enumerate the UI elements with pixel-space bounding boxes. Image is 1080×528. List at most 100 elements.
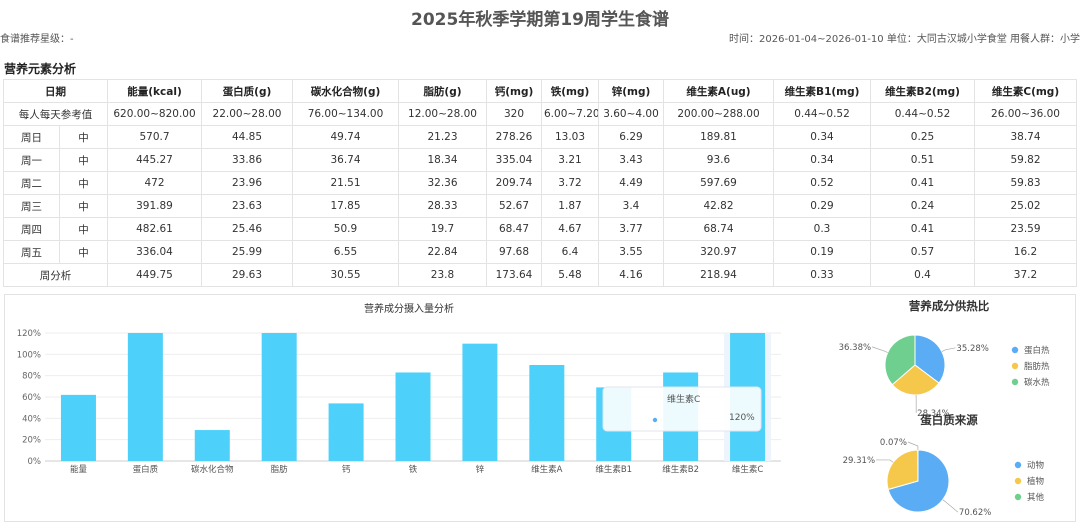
table-cell: 68.74 bbox=[663, 217, 774, 241]
legend-label[interactable]: 脂肪热 bbox=[1024, 361, 1050, 372]
table-cell: 37.2 bbox=[974, 263, 1077, 287]
table-cell: 26.00~36.00 bbox=[974, 102, 1077, 126]
bar-2[interactable] bbox=[194, 430, 230, 461]
x-tick-label: 脂肪 bbox=[271, 464, 289, 475]
tooltip-box bbox=[602, 386, 762, 432]
table-cell: 36.74 bbox=[292, 148, 399, 172]
table-header-cell: 脂肪(g) bbox=[398, 79, 487, 103]
table-cell: 12.00~28.00 bbox=[398, 102, 487, 126]
legend-marker bbox=[1014, 477, 1022, 485]
pie-slice-2[interactable] bbox=[884, 334, 916, 386]
x-tick-label: 锌 bbox=[476, 464, 485, 475]
legend-label[interactable]: 蛋白热 bbox=[1024, 345, 1050, 356]
tooltip-marker bbox=[652, 417, 658, 423]
table-cell: 18.34 bbox=[398, 148, 487, 172]
table-cell: 17.85 bbox=[292, 194, 399, 218]
legend-marker bbox=[1011, 346, 1019, 354]
pie-slice-1[interactable] bbox=[886, 449, 919, 491]
table-cell: 23.96 bbox=[201, 171, 293, 195]
table-cell: 23.8 bbox=[398, 263, 487, 287]
table-header-cell: 蛋白质(g) bbox=[201, 79, 293, 103]
day-cell: 周日 bbox=[3, 125, 60, 149]
table-cell: 21.51 bbox=[292, 171, 399, 195]
bar-6[interactable] bbox=[462, 343, 498, 461]
legend-label[interactable]: 碳水热 bbox=[1024, 377, 1050, 388]
table-cell: 3.60~4.00 bbox=[598, 102, 664, 126]
table-cell: 4.49 bbox=[598, 171, 664, 195]
table-cell: 16.2 bbox=[974, 240, 1077, 264]
table-cell: 3.43 bbox=[598, 148, 664, 172]
pie-slice-0[interactable] bbox=[914, 334, 946, 384]
table-cell: 49.74 bbox=[292, 125, 399, 149]
pie-value-label: 0.07% bbox=[880, 438, 907, 448]
day-cell: 周五 bbox=[3, 240, 60, 264]
table-cell: 25.46 bbox=[201, 217, 293, 241]
y-tick-label: 20% bbox=[22, 436, 41, 446]
pie-leader-line bbox=[942, 499, 959, 513]
bar-3[interactable] bbox=[261, 333, 297, 461]
table-cell: 32.36 bbox=[398, 171, 487, 195]
bar-7[interactable] bbox=[529, 365, 565, 461]
table-cell: 3.55 bbox=[598, 240, 664, 264]
bar-1[interactable] bbox=[127, 333, 163, 461]
protein-source-title: 蛋白质来源 bbox=[920, 413, 978, 427]
meal-cell: 中 bbox=[59, 240, 108, 264]
table-cell: 6.29 bbox=[598, 125, 664, 149]
table-cell: 50.9 bbox=[292, 217, 399, 241]
table-cell: 25.99 bbox=[201, 240, 293, 264]
bar-0[interactable] bbox=[60, 394, 96, 461]
pie-leader-line bbox=[876, 459, 894, 463]
day-cell: 周三 bbox=[3, 194, 60, 218]
chart-panel: 营养成分摄入量分析 0% 20% 40% 60% 80% 100% 120% 能量 蛋白质 碳水… bbox=[4, 294, 1076, 522]
y-tick-label: 120% bbox=[17, 329, 41, 339]
legend-label[interactable]: 其他 bbox=[1027, 492, 1045, 503]
x-tick-label: 能量 bbox=[70, 464, 88, 475]
table-cell: 4.16 bbox=[598, 263, 664, 287]
y-tick-label: 0% bbox=[28, 457, 42, 467]
table-cell: 6.55 bbox=[292, 240, 399, 264]
table-cell: 38.74 bbox=[974, 125, 1077, 149]
pie-leader-line bbox=[941, 347, 956, 352]
day-cell: 周四 bbox=[3, 217, 60, 241]
pie-value-label: 70.62% bbox=[959, 508, 991, 518]
table-cell: 23.59 bbox=[974, 217, 1077, 241]
table-cell: 44.85 bbox=[201, 125, 293, 149]
table-cell: 21.23 bbox=[398, 125, 487, 149]
legend-label[interactable]: 植物 bbox=[1027, 476, 1045, 487]
table-header-cell: 钙(mg) bbox=[486, 79, 542, 103]
pie-value-label: 28.34% bbox=[917, 409, 949, 419]
table-header-cell: 维生素C(mg) bbox=[974, 79, 1077, 103]
bar-4[interactable] bbox=[328, 403, 364, 461]
table-cell: 0.41 bbox=[870, 217, 975, 241]
table-cell: 472 bbox=[107, 171, 202, 195]
legend-marker bbox=[1014, 461, 1022, 469]
table-cell: 28.33 bbox=[398, 194, 487, 218]
legend-label[interactable]: 动物 bbox=[1027, 460, 1045, 471]
bar-5[interactable] bbox=[395, 372, 431, 461]
table-header-cell: 能量(kcal) bbox=[107, 79, 202, 103]
table-cell: 3.77 bbox=[598, 217, 664, 241]
table-cell: 22.00~28.00 bbox=[201, 102, 293, 126]
meal-cell: 中 bbox=[59, 217, 108, 241]
recipe-rating: 食谱推荐星级：- bbox=[0, 34, 74, 45]
legend-marker bbox=[1011, 378, 1019, 386]
y-tick-label: 40% bbox=[22, 414, 41, 424]
charts-canvas: 营养成分摄入量分析 0% 20% 40% 60% 80% 100% 120% 能量 蛋白质 碳水… bbox=[17, 299, 1050, 518]
table-header-cell: 铁(mg) bbox=[541, 79, 599, 103]
protein-source-pie: 70.62% 29.31% 0.07% bbox=[843, 438, 992, 518]
table-cell: 19.7 bbox=[398, 217, 487, 241]
table-cell: 482.61 bbox=[107, 217, 202, 241]
page-title: 2025年秋季学期第19周学生食谱 bbox=[411, 10, 669, 30]
table-header-cell: 维生素B1(mg) bbox=[773, 79, 871, 103]
table-header-cell: 维生素B2(mg) bbox=[870, 79, 975, 103]
table-cell: 13.03 bbox=[541, 125, 599, 149]
y-tick-label: 80% bbox=[22, 372, 41, 382]
table-cell: 320.97 bbox=[663, 240, 774, 264]
table-cell: 93.6 bbox=[663, 148, 774, 172]
table-cell: 597.69 bbox=[663, 171, 774, 195]
table-cell: 320 bbox=[486, 102, 542, 126]
table-cell: 1.87 bbox=[541, 194, 599, 218]
table-cell: 189.81 bbox=[663, 125, 774, 149]
pie-value-label: 29.31% bbox=[843, 456, 875, 466]
table-cell: 6.00~7.20 bbox=[541, 102, 599, 126]
